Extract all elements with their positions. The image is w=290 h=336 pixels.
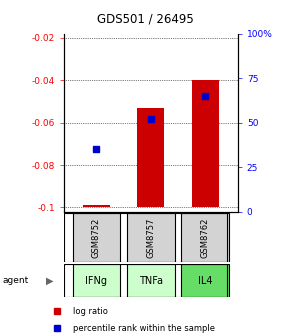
Text: GSM8752: GSM8752 (92, 218, 101, 258)
Bar (137, 108, 164, 207)
Bar (127, 213, 175, 262)
Text: GDS501 / 26495: GDS501 / 26495 (97, 12, 193, 25)
Bar (192, 80, 219, 207)
Text: GSM8762: GSM8762 (201, 217, 210, 258)
Bar (181, 264, 229, 297)
Text: GSM8757: GSM8757 (146, 217, 155, 258)
Text: IFNg: IFNg (86, 276, 107, 286)
Bar (72, 264, 120, 297)
Bar (127, 264, 175, 297)
Text: log ratio: log ratio (73, 306, 108, 316)
Bar (72, 213, 120, 262)
Text: agent: agent (3, 276, 29, 285)
Text: percentile rank within the sample: percentile rank within the sample (73, 324, 215, 333)
Text: ▶: ▶ (46, 276, 53, 286)
Bar (181, 213, 229, 262)
Text: TNFa: TNFa (139, 276, 163, 286)
Bar (83, 205, 110, 207)
Text: IL4: IL4 (198, 276, 212, 286)
